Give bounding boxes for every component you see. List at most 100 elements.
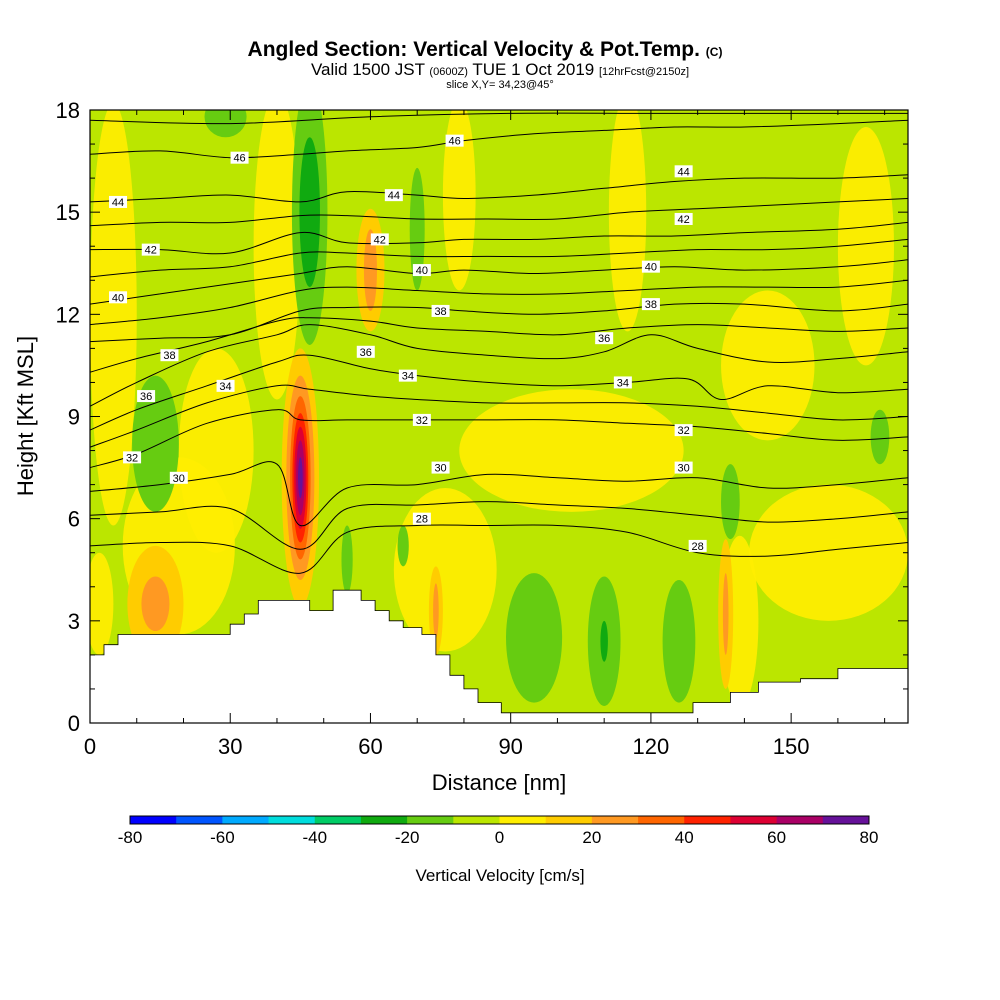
label-box (216, 379, 235, 392)
label-box (169, 471, 188, 484)
label-text: 34 (617, 377, 629, 389)
velocity-level (363, 229, 378, 311)
theta-contour-labels: 28 28 30 30 30 32 32 32 34 34 34 36 36 36 38 38 38 40 40 40… (109, 134, 707, 553)
label-text: 44 (112, 197, 124, 209)
theta-contour-label: 38 (160, 349, 179, 362)
velocity-level (299, 137, 320, 288)
theta-contour-line (90, 409, 908, 469)
theta-contour-label: 34 (216, 379, 235, 393)
zero-velocity-region (90, 552, 114, 655)
theta-contour-label: 36 (137, 390, 156, 403)
colorbar-segment (591, 816, 639, 824)
zero-velocity-region (393, 488, 497, 652)
velocity-level (721, 464, 740, 540)
colorbar-segment (222, 816, 269, 824)
chart-subtitle: Valid 1500 JST (0600Z) TUE 1 Oct 2019 [1… (311, 60, 689, 79)
velocity-level (506, 573, 563, 703)
label-text: 44 (678, 166, 690, 178)
colorbar-segment (730, 816, 778, 824)
theta-contours (90, 112, 908, 574)
theta-contour-label: 32 (123, 451, 142, 464)
colorbar-tick-label: 60 (767, 828, 786, 847)
y-tick-label: 15 (56, 200, 80, 225)
velocity-level (870, 409, 890, 465)
theta-contour-label: 40 (641, 260, 660, 274)
y-tick-label: 18 (56, 98, 80, 123)
x-tick-label: 150 (773, 734, 810, 759)
label-text: 42 (374, 234, 386, 246)
label-text: 40 (645, 262, 657, 274)
y-tick-label: 9 (68, 405, 80, 430)
label-text: 44 (388, 190, 400, 202)
colorbar-frame (129, 815, 870, 825)
theta-contour-line (90, 501, 908, 550)
label-text: 36 (360, 347, 372, 359)
label-text: 38 (434, 306, 446, 318)
theta-contour-line (90, 384, 908, 448)
label-box (674, 424, 693, 437)
theta-contour-line (90, 221, 908, 255)
velocity-level (132, 375, 179, 512)
chart-title: Angled Section: Vertical Velocity & Pot.… (248, 38, 723, 61)
colorbar-segment (545, 816, 593, 824)
theta-contour-line (90, 461, 908, 527)
y-tick-label: 12 (56, 302, 80, 327)
theta-contour-label: 46 (230, 151, 249, 165)
theta-contour-line (90, 119, 908, 159)
theta-contour-line (90, 324, 908, 407)
theta-contour-label: 42 (370, 233, 389, 246)
label-text: 38 (163, 350, 175, 362)
colorbar-tick-label: -80 (118, 828, 143, 847)
y-tick-label: 0 (68, 711, 80, 736)
velocity-level (397, 525, 409, 567)
theta-contour-label: 32 (412, 413, 431, 427)
terrain (90, 589, 908, 723)
colorbar-segment (176, 816, 223, 824)
label-text: 32 (126, 452, 138, 464)
colorbar-tick-label: -20 (395, 828, 420, 847)
theta-contour-label: 30 (169, 471, 188, 485)
label-text: 38 (645, 299, 657, 311)
theta-contour-line (90, 174, 908, 203)
label-box (412, 512, 431, 525)
label-box (445, 134, 464, 147)
theta-contour-line (90, 354, 908, 431)
colorbar-tick-label: 80 (860, 828, 879, 847)
x-tick-label: 60 (358, 734, 382, 759)
colorbar-segment (638, 816, 685, 824)
label-text: 36 (140, 391, 152, 403)
label-box (230, 151, 249, 164)
label-text: 30 (173, 473, 185, 485)
theta-contour-label: 46 (445, 134, 464, 148)
theta-contour-label: 38 (641, 298, 660, 311)
velocity-level (204, 110, 247, 138)
label-box (688, 539, 707, 552)
velocity-level (662, 579, 696, 703)
label-box (674, 165, 693, 178)
theta-contour-line (90, 238, 908, 278)
theta-contour-label: 28 (688, 539, 707, 553)
colorbar-label: Vertical Velocity [cm/s] (415, 866, 584, 885)
label-text: 34 (219, 381, 231, 393)
y-axis-label: Height [Kft MSL] (13, 336, 38, 496)
colorbar-tick-label: 0 (495, 828, 504, 847)
label-box (109, 291, 128, 304)
colorbar-segment (130, 816, 177, 824)
label-text: 32 (678, 425, 690, 437)
label-box (137, 390, 156, 403)
velocity-level (722, 573, 729, 655)
x-tick-label: 0 (84, 734, 96, 759)
zero-velocity-region (749, 484, 908, 621)
x-axis-label: Distance [nm] (432, 770, 567, 795)
colorbar: -80 -60 -40 -20 0 20 40 60 80 (118, 815, 879, 847)
theta-contour-label: 34 (613, 376, 632, 389)
theta-contour-label: 34 (398, 369, 417, 383)
label-text: 28 (692, 541, 704, 553)
velocity-level (141, 576, 170, 632)
theta-contour-label: 28 (412, 512, 431, 526)
label-text: 36 (598, 333, 610, 345)
label-text: 40 (416, 265, 428, 277)
label-text: 30 (678, 463, 690, 475)
